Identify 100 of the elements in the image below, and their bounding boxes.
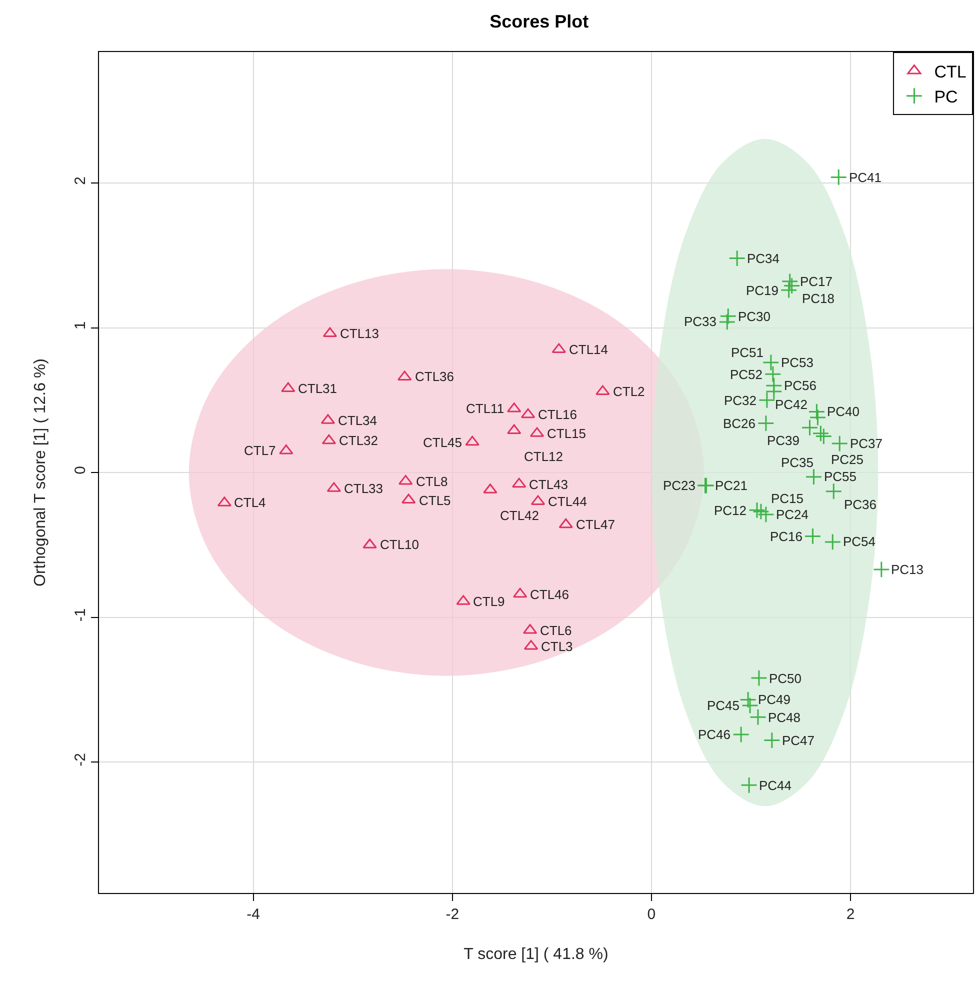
annotation: CTL5 [419, 493, 451, 508]
annotation: CTL15 [547, 426, 586, 441]
annotation: PC18 [802, 291, 835, 306]
annotation: PC44 [759, 778, 792, 793]
x-tick-label: 0 [647, 906, 656, 924]
point [740, 776, 758, 794]
annotation: PC42 [775, 397, 808, 412]
point [872, 561, 890, 578]
annotation: PC49 [758, 692, 791, 707]
x-axis-title: T score [1] ( 41.8 %) [464, 946, 608, 963]
annotation: PC51 [731, 345, 764, 360]
annotation: PC23 [663, 478, 696, 493]
x-tick-label: -4 [246, 906, 260, 924]
point [732, 726, 750, 743]
point [808, 403, 826, 420]
point [763, 732, 780, 749]
point [322, 327, 338, 338]
annotation: PC45 [707, 698, 740, 713]
annotation: PC36 [844, 497, 877, 512]
annotation: CTL47 [576, 517, 616, 532]
point [783, 277, 800, 294]
point [780, 282, 798, 299]
point [831, 435, 848, 452]
y-tick-label: 0 [72, 466, 89, 474]
point [805, 468, 822, 486]
point [524, 640, 538, 650]
point [758, 414, 774, 432]
annotation: PC55 [824, 469, 857, 484]
annotation: PC24 [776, 507, 809, 522]
legend-label: CTL [934, 62, 966, 82]
annotation: PC48 [768, 710, 801, 725]
point [765, 382, 782, 400]
chart-title: Scores Plot [490, 11, 589, 32]
annotation: PC37 [850, 436, 883, 451]
annotation: PC35 [781, 455, 814, 470]
annotation: PC21 [715, 478, 748, 493]
annotation: CTL45 [423, 435, 462, 450]
point [830, 168, 848, 186]
annotation: PC16 [770, 529, 803, 544]
point [465, 436, 480, 446]
annotation: PC33 [684, 314, 717, 329]
annotation: CTL36 [415, 369, 454, 384]
annotation: CTL11 [466, 401, 504, 416]
annotation: CTL7 [244, 443, 276, 458]
annotation: CTL46 [530, 587, 570, 602]
annotation: CTL31 [298, 381, 338, 396]
point [512, 478, 526, 488]
point [742, 697, 758, 714]
y-tick-label: -2 [72, 753, 89, 766]
annotation: PC13 [891, 562, 924, 577]
annotation: PC46 [698, 727, 731, 742]
annotation: PC50 [769, 671, 802, 686]
annotation: PC12 [714, 503, 747, 518]
point [720, 308, 737, 325]
point [752, 503, 770, 520]
annotation: PC54 [843, 534, 876, 549]
point [801, 419, 818, 436]
y-tick-label: 1 [72, 321, 89, 330]
point [507, 424, 522, 434]
annotation: PC17 [800, 274, 833, 289]
annotation: CTL9 [473, 594, 505, 609]
point [748, 502, 766, 519]
annotation: CTL3 [541, 639, 573, 654]
annotation: CTL44 [548, 494, 588, 509]
point [825, 482, 842, 500]
annotation: CTL33 [344, 481, 384, 496]
annotation: PC15 [771, 491, 804, 506]
annotation: CTL43 [529, 477, 568, 492]
y-tick-label: -1 [72, 608, 89, 622]
point [824, 534, 842, 550]
annotation: PC19 [746, 283, 779, 298]
point [815, 428, 832, 445]
annotation: CTL32 [339, 433, 378, 448]
annotation: CTL6 [540, 623, 572, 638]
annotation: CTL8 [416, 474, 448, 489]
annotation: PC30 [738, 309, 771, 324]
annotation: PC41 [849, 170, 882, 185]
point [728, 250, 746, 267]
point [758, 392, 776, 409]
annotation: PC56 [784, 378, 817, 393]
annotation: CTL4 [234, 495, 266, 510]
point [322, 434, 336, 444]
annotation: PC25 [831, 452, 864, 467]
point [781, 272, 798, 290]
annotation: CTL12 [524, 449, 564, 464]
x-tick-label: -2 [446, 906, 460, 924]
annotation: PC32 [724, 393, 757, 408]
point [764, 366, 782, 383]
point [804, 528, 822, 545]
point [750, 708, 766, 726]
point [281, 382, 296, 392]
y-tick-label: 2 [72, 176, 89, 185]
point [558, 518, 573, 528]
annotation: PC40 [827, 404, 860, 419]
annotation: CTL34 [338, 413, 378, 428]
y-axis-title: Orthogonal T score [1] ( 12.6 %) [32, 358, 49, 586]
annotation: BC26 [723, 416, 756, 431]
annotation: PC52 [730, 367, 763, 382]
point [398, 474, 413, 485]
annotation: PC47 [782, 733, 815, 748]
